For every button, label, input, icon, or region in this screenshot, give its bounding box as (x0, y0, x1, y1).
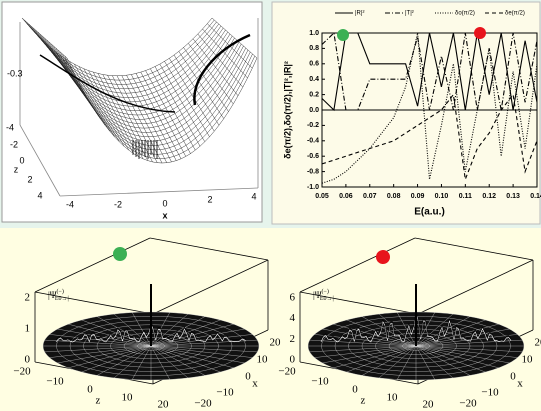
x-tick-label: 0.05 (315, 193, 329, 200)
y-tick-label: 0.4 (309, 76, 319, 83)
psi-sub: E0→| (320, 296, 334, 302)
z-axis-label: z (361, 395, 366, 407)
z-tick-label: −20 (278, 366, 296, 378)
psi-sup: (−) (56, 288, 63, 295)
psi-sub: E0→| (55, 296, 69, 302)
y-tick-label: 0.0 (309, 107, 319, 114)
x-axis-label: x (252, 378, 258, 390)
z-tick-label: -2 (10, 139, 18, 149)
green-marker (337, 29, 349, 41)
z-tick-label: 0 (87, 384, 93, 396)
y-axis-label: δe(π/2),δo(π/2),|T|²,|R|² (282, 61, 292, 159)
value-tick-label: 1 (25, 323, 31, 335)
z-axis-label: z (96, 395, 101, 407)
x-tick-label: 0 (245, 371, 251, 383)
y-tick-label: -0.6 (307, 153, 319, 160)
x-tick-label: 20 (535, 337, 541, 349)
z-tick-label: −10 (311, 376, 329, 388)
z-tick-label: -4 (6, 122, 14, 132)
x-tick-label: 10 (522, 354, 534, 366)
y-tick-label: 0.6 (309, 61, 319, 68)
legend-label: δo(π/2) (455, 11, 475, 17)
z-tick-label: 10 (387, 392, 399, 404)
y-tick-label: -1.0 (307, 184, 319, 191)
x-tick-label: −10 (481, 387, 499, 399)
x-tick-label: 4 (251, 191, 256, 201)
x-tick-label: −20 (459, 398, 477, 410)
value-tick-label: 2 (290, 333, 296, 345)
red-marker (376, 250, 390, 264)
x-axis-label: x (517, 378, 523, 390)
x-tick-label: -4 (66, 199, 74, 209)
value-tick-label: 0 (290, 354, 296, 366)
x-tick-label: 0.14 (530, 193, 541, 200)
z-tick-label: −20 (13, 366, 31, 378)
value-tick-label: 6 (290, 292, 296, 304)
y-tick-label: -0.8 (307, 168, 319, 175)
x-tick-label: −20 (194, 398, 212, 410)
legend-label: |T|² (405, 11, 414, 17)
y-tick-label: 1.0 (309, 30, 319, 37)
x-tick-label: 10 (257, 354, 269, 366)
x-tick-label: 0.07 (363, 193, 377, 200)
x-axis-label: x (162, 210, 167, 220)
x-tick-label: 20 (270, 337, 282, 349)
value-tick-label: -0.3 (7, 68, 23, 78)
z-tick-label: 10 (122, 392, 134, 404)
legend-label: δe(π/2) (505, 11, 525, 17)
z-tick-label: −10 (46, 376, 64, 388)
x-tick-label: 0 (510, 371, 516, 383)
z-tick-label: 4 (37, 190, 42, 200)
psi-sup: (−) (321, 288, 328, 295)
green-marker (113, 247, 127, 261)
x-tick-label: 0.10 (435, 193, 449, 200)
z-tick-label: 20 (423, 399, 435, 411)
value-tick-label: 2 (25, 292, 31, 304)
legend-label: |R|² (355, 11, 364, 17)
x-tick-label: 0 (162, 198, 167, 208)
x-tick-label: 0.11 (459, 193, 472, 200)
x-axis-label: E(a.u.) (414, 207, 445, 218)
x-tick-label: 0.13 (506, 193, 520, 200)
value-tick-label: 4 (290, 312, 296, 324)
red-marker (474, 27, 486, 39)
z-tick-label: 0 (19, 155, 24, 165)
z-tick-label: 20 (158, 399, 170, 411)
figure: -0.3-4-2024-4-2024zx -1.0-0.8-0.6-0.4-0.… (0, 0, 541, 411)
x-tick-label: 0.12 (482, 193, 496, 200)
x-tick-label: −10 (216, 387, 234, 399)
z-tick-label: 2 (27, 174, 32, 184)
value-tick-label: 0 (25, 354, 31, 366)
y-tick-label: -0.2 (307, 122, 319, 129)
x-tick-label: 0.06 (339, 193, 353, 200)
z-tick-label: 0 (352, 384, 358, 396)
y-tick-label: 0.2 (309, 91, 319, 98)
x-tick-label: 0.08 (387, 193, 401, 200)
x-tick-label: 0.09 (411, 193, 425, 200)
y-tick-label: -0.4 (307, 138, 319, 145)
x-tick-label: -2 (114, 199, 122, 209)
z-axis-label: z (14, 164, 19, 174)
y-tick-label: 0.8 (309, 45, 319, 52)
x-tick-label: 2 (207, 194, 212, 204)
